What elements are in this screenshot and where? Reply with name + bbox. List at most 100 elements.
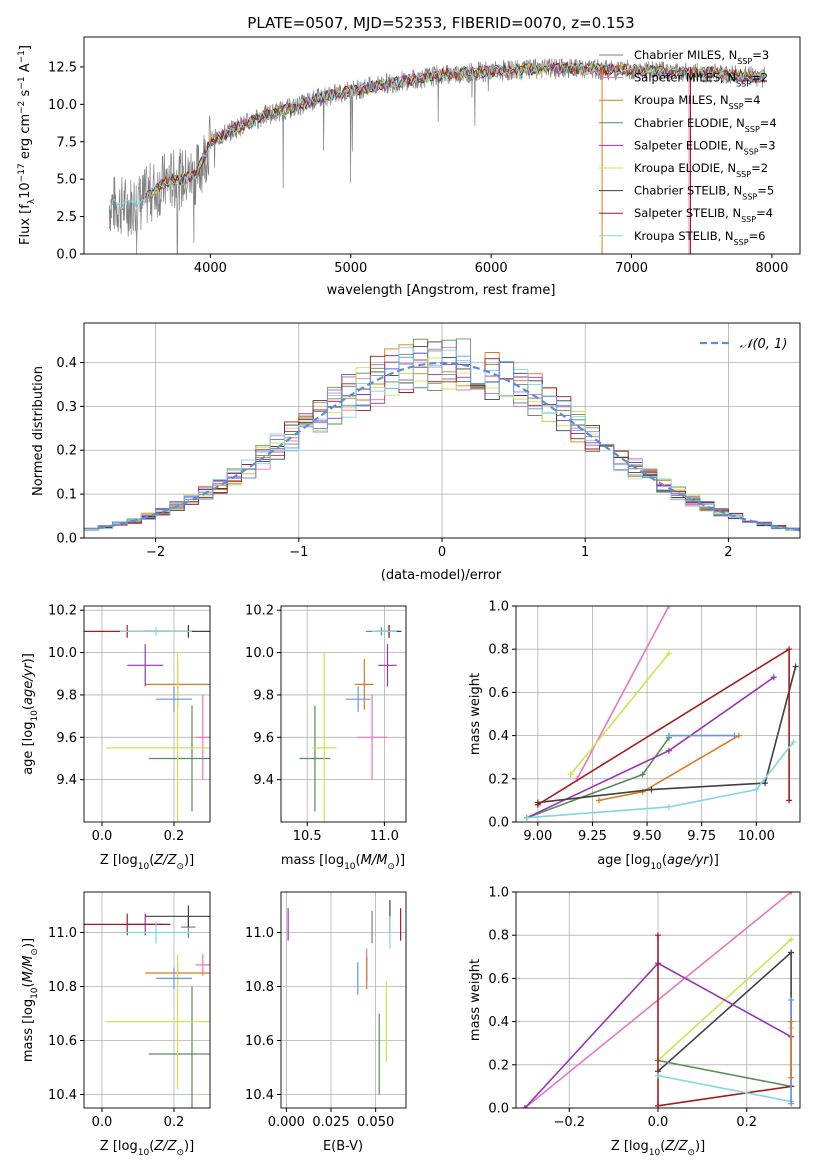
label-part: −1	[17, 76, 27, 89]
label-part: age/yr	[667, 853, 710, 868]
chart-massweight_vs_age: 9.00 9.25 9.50 9.75 10.00 0.0 0.2 0.4 0.6 0.8 1.0 a…	[468, 600, 801, 872]
legend-entry: 𝒩(0, 1)	[740, 337, 787, 352]
axes: 0.0 0.210.410.610.811.0Z [log10(Z/Z⊙)]mas…	[21, 891, 211, 1158]
mw-marker	[648, 786, 655, 793]
chart-massweight_vs_Z: −0.2 0.0 0.2 0.0 0.2 0.4 0.6 0.8 1.0 Z [log10(Z/Z…	[468, 886, 801, 1158]
axes: 9.00 9.25 9.50 9.75 10.00 0.0 0.2 0.4 0.6 0.8 1.0 a…	[468, 600, 801, 872]
y-tick-label: 0.8	[488, 643, 509, 658]
label-part: )]	[184, 1139, 194, 1154]
y-tick-label: 10.8	[48, 980, 77, 995]
x-tick-label: 9.25	[578, 829, 607, 844]
axes-frame	[280, 605, 407, 823]
legend-eq: =2	[751, 161, 768, 175]
x-tick-label: 0.2	[164, 1115, 185, 1130]
legend-sub: SSP	[741, 215, 756, 224]
y-tick-label: 0.4	[56, 356, 77, 371]
mwz-marker	[788, 997, 795, 1003]
y-tick-label: 12.5	[48, 60, 77, 75]
legend-entry: Kroupa ELODIE, NSSP=2	[634, 161, 768, 179]
x-tick-label: 0.025	[312, 1115, 349, 1130]
y-tick-label: 0.4	[488, 1015, 509, 1030]
y-tick-label: 9.4	[56, 773, 77, 788]
legend-entry: Chabrier STELIB, NSSP=5	[634, 184, 774, 202]
mwz-marker	[788, 1018, 795, 1025]
label-part: age/yr	[21, 662, 36, 705]
x-tick-label: 8000	[755, 261, 788, 276]
y-tick-label: 10.4	[245, 1088, 274, 1103]
mw-marker	[567, 771, 574, 778]
x-axis-label: age [log10(age/yr)]	[597, 853, 719, 872]
x-tick-label: −2	[146, 545, 165, 560]
x-axis-label: mass [log10(M/M⊙)]	[281, 853, 405, 872]
x-tick-label: 0.050	[357, 1115, 394, 1130]
x-tick-label: 6000	[475, 261, 508, 276]
y-tick-label: 9.8	[253, 688, 274, 703]
y-tick-label: 0.2	[488, 1058, 509, 1073]
chart-mass_vs_ebv: 0.000 0.025 0.050 10.4 10.6 10.8 11.0 E(B-V)	[245, 891, 407, 1154]
label-part: ⊙	[387, 862, 395, 872]
x-tick-label: 0.2	[164, 829, 185, 844]
label-part: age [log	[597, 853, 650, 868]
mw-marker	[731, 732, 738, 739]
y-tick-label: 10.2	[245, 604, 274, 619]
mw-marker	[792, 663, 799, 670]
y-tick-label: 0.6	[488, 972, 509, 987]
mw-marker	[596, 797, 603, 804]
y-tick-label: 2.5	[56, 210, 77, 225]
axes: 10.5 11.0 9.4 9.6 9.8 10.0 10.2 mass [log10(M/M…	[245, 604, 407, 872]
label-part: s	[18, 89, 33, 100]
label-part: Z [log	[611, 1139, 649, 1154]
label-part: age [log	[21, 722, 36, 775]
y-tick-label: 9.6	[56, 731, 77, 746]
legend-eq: =6	[749, 229, 766, 243]
legend-eq: =4	[744, 93, 761, 107]
x-tick-label: 4000	[194, 261, 227, 276]
mw-marker	[786, 797, 793, 804]
legend-entry: Salpeter STELIB, NSSP=4	[634, 206, 773, 224]
legend-text: Chabrier ELODIE, N	[634, 116, 745, 130]
y-tick-label: 0.0	[56, 532, 77, 547]
mw-marker	[790, 739, 797, 746]
y-tick-label: 9.6	[253, 731, 274, 746]
y-tick-label: 0.2	[56, 444, 77, 459]
y-tick-label: 9.4	[253, 773, 274, 788]
mw-marker	[523, 814, 530, 821]
label-part: −2	[17, 101, 27, 114]
mw-marker	[762, 780, 769, 787]
legend-sub: SSP	[737, 57, 752, 66]
x-tick-label: 0.0	[92, 829, 113, 844]
plot-area	[287, 900, 402, 1095]
mw-line-chab_stelib	[537, 666, 797, 804]
x-axis-label: wavelength [Angstrom, rest frame]	[327, 283, 556, 298]
label-part: 10	[30, 987, 40, 999]
x-tick-label: 0.0	[648, 1115, 669, 1130]
plot-area	[84, 338, 800, 532]
y-tick-label: 10.0	[245, 646, 274, 661]
figure-title: PLATE=0507, MJD=52353, FIBERID=0070, z=0…	[247, 14, 634, 32]
mw-line-salp_stelib	[537, 647, 790, 806]
axes: 0.000 0.025 0.050 10.4 10.6 10.8 11.0 E(B-V)	[245, 891, 407, 1154]
y-tick-label: 1.0	[488, 600, 509, 615]
legend-entry: Kroupa MILES, NSSP=4	[634, 93, 760, 111]
x-axis-label: Z [log10(Z/Z⊙)]	[611, 1139, 705, 1158]
chart-age_vs_mass: 10.5 11.0 9.4 9.6 9.8 10.0 10.2 mass [log10(M/M…	[245, 604, 407, 872]
legend-text: Chabrier STELIB, N	[634, 184, 742, 198]
label-part: 10	[18, 182, 33, 199]
plot-area	[521, 892, 795, 1108]
label-part: (	[356, 853, 361, 868]
mw-marker	[665, 747, 672, 754]
x-tick-label: 11.0	[370, 829, 399, 844]
plot-area	[108, 58, 765, 254]
y-axis-label: mass [log10(M/M⊙)]	[21, 938, 40, 1062]
chart-mass_vs_Z: 0.0 0.210.410.610.811.0Z [log10(Z/Z⊙)]mas…	[21, 891, 211, 1158]
y-tick-label: 0.0	[56, 248, 77, 263]
label-part: 10	[30, 710, 40, 722]
x-tick-label: 9.75	[687, 829, 716, 844]
mw-line-krou_stelib	[526, 741, 795, 819]
plot-area	[523, 606, 799, 821]
x-tick-label: 2	[724, 545, 732, 560]
y-tick-label: 0.0	[488, 816, 509, 831]
mw-marker	[770, 674, 777, 681]
x-axis-label: Z [log10(Z/Z⊙)]	[100, 1139, 194, 1158]
